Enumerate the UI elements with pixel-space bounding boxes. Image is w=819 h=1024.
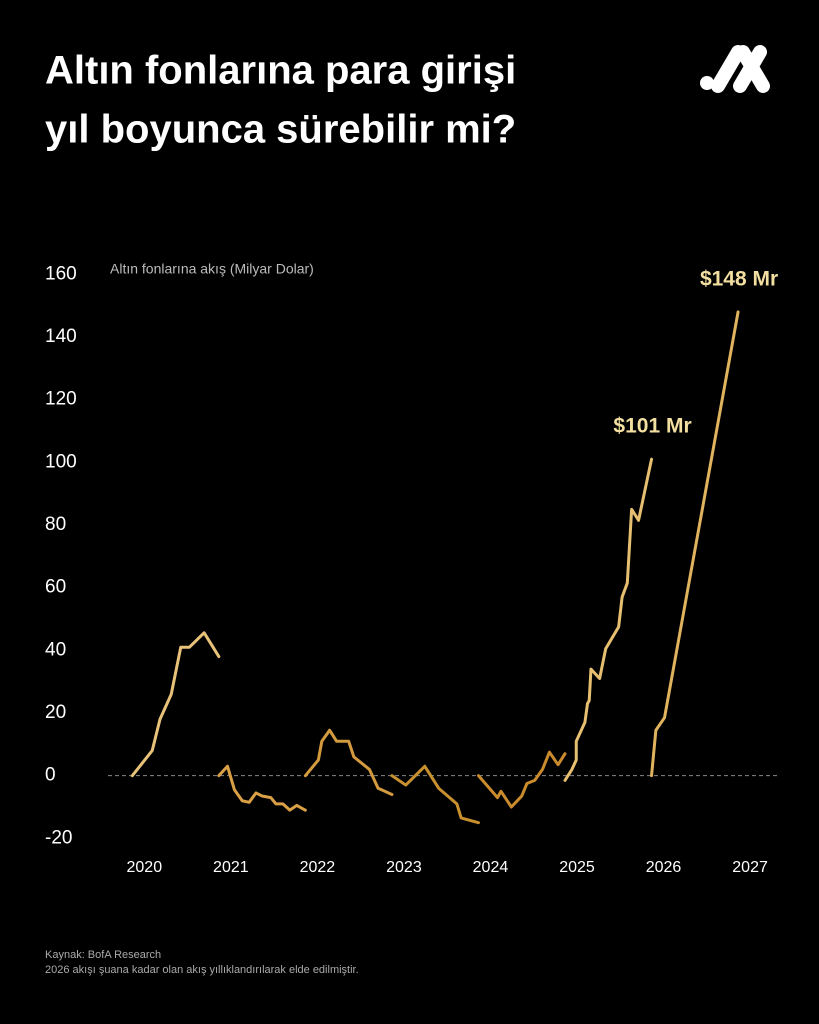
x-tick-label: 2020	[127, 859, 163, 876]
source: Kaynak: BofA Research	[45, 949, 161, 961]
y-tick-label: 80	[45, 514, 66, 535]
y-tick-label: -20	[45, 827, 72, 848]
x-tick-label: 2027	[732, 859, 768, 876]
series-line	[390, 764, 480, 825]
title-line: Altın fonlarına para girişi	[45, 49, 516, 93]
x-tick-label: 2023	[386, 859, 422, 876]
x-tick-label: 2021	[213, 859, 249, 876]
y-tick-label: 0	[45, 765, 56, 786]
value-label: $148 Mr	[700, 267, 778, 290]
series-line	[476, 750, 567, 809]
y-tick-label: 40	[45, 639, 66, 660]
y-tick-label: 100	[45, 451, 77, 472]
x-tick-label: 2025	[559, 859, 595, 876]
series-line	[130, 631, 221, 778]
y-tick-label: 20	[45, 702, 66, 723]
value-label: $101 Mr	[613, 415, 691, 438]
series-line	[650, 310, 740, 778]
y-tick-label: 60	[45, 577, 66, 598]
y-tick-label: 140	[45, 326, 77, 347]
y-tick-label: 160	[45, 263, 77, 284]
x-tick-label: 2024	[473, 859, 509, 876]
x-tick-label: 2026	[646, 859, 682, 876]
y-axis-label: Altın fonlarına akış (Milyar Dolar)	[110, 261, 314, 277]
note: 2026 akışı şuana kadar olan akış yıllıkl…	[45, 964, 359, 976]
y-tick-label: 120	[45, 389, 77, 410]
series-line	[563, 457, 654, 782]
series-line	[217, 764, 307, 812]
title-line: yıl boyunca sürebilir mi?	[45, 108, 516, 152]
logo	[700, 45, 770, 93]
x-tick-label: 2022	[300, 859, 336, 876]
series-line	[303, 728, 394, 796]
